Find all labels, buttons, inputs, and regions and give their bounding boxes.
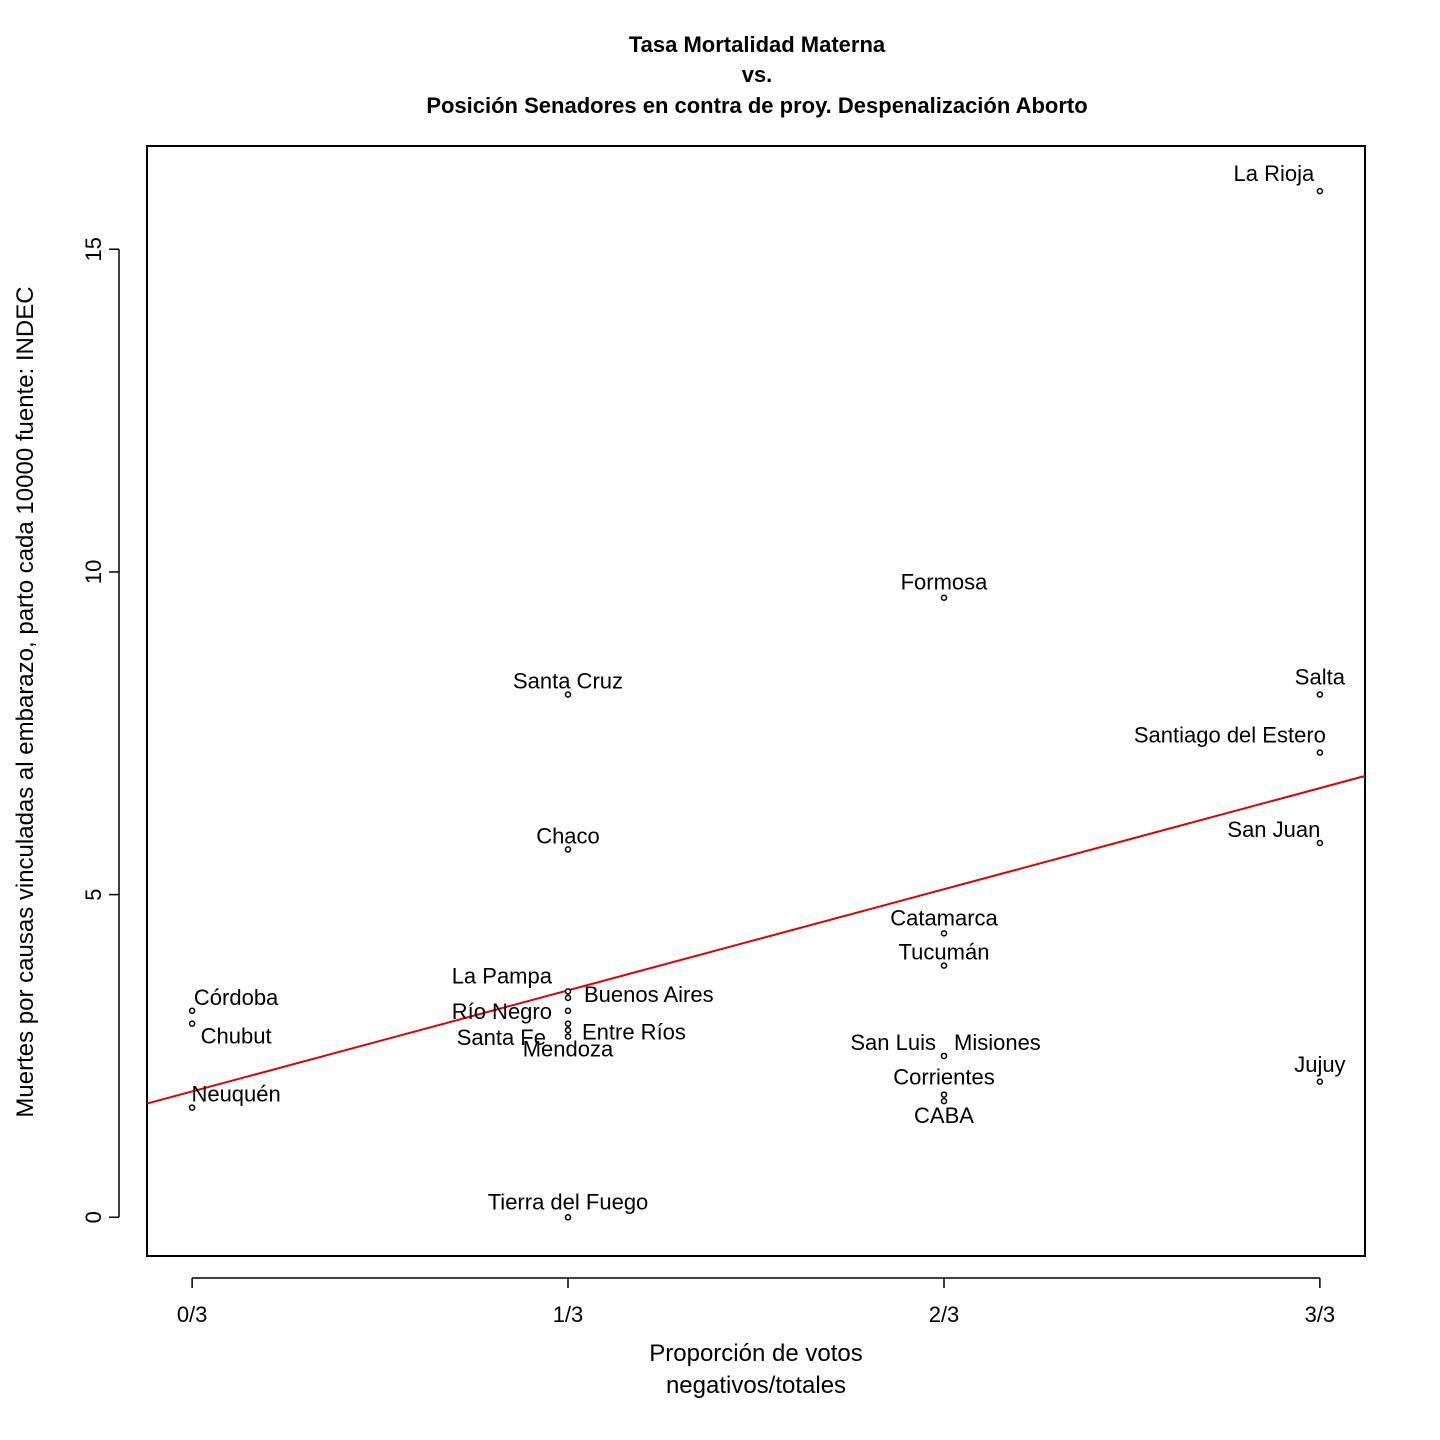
data-point [940, 1091, 948, 1098]
data-point-label: Salta [1295, 665, 1346, 690]
regression-line [146, 775, 1366, 1105]
data-point [188, 1020, 196, 1027]
data-point-label: Corrientes [893, 1065, 994, 1090]
data-point [1316, 187, 1324, 195]
data-point-label: Río Negro [452, 999, 552, 1024]
data-point-label: San Luis [850, 1030, 936, 1055]
data-point-label: Mendoza [523, 1037, 614, 1062]
x-axis: 0/3 1/3 2/3 3/3 [177, 1277, 1336, 1327]
data-points [188, 187, 1324, 1221]
data-point-label: Neuquén [191, 1082, 280, 1107]
y-tick-label: 10 [81, 560, 106, 584]
data-point-label: Misiones [954, 1030, 1041, 1055]
data-point-label: Tucumán [899, 940, 990, 965]
data-point [564, 988, 572, 995]
data-point-label: Chubut [201, 1024, 272, 1049]
x-tick-label: 1/3 [553, 1302, 584, 1327]
x-tick-label: 2/3 [929, 1302, 960, 1327]
chart-title-line-2: vs. [742, 62, 773, 87]
y-tick-label: 5 [81, 888, 106, 900]
data-point-label: CABA [914, 1103, 974, 1128]
data-point [940, 1097, 948, 1105]
data-point-label: Chaco [536, 823, 600, 848]
data-point-label: Buenos Aires [584, 982, 714, 1007]
data-point [1316, 691, 1324, 698]
chart-title-line-1: Tasa Mortalidad Materna [629, 32, 886, 57]
data-point-label: Córdoba [194, 985, 279, 1010]
chart-title-line-3: Posición Senadores en contra de proy. De… [426, 93, 1087, 118]
data-point [564, 846, 572, 853]
y-tick-label: 15 [81, 237, 106, 261]
data-point-label: Formosa [901, 570, 989, 595]
data-point [564, 1026, 572, 1034]
data-point [188, 1104, 196, 1111]
data-point-label: Santiago del Estero [1134, 723, 1326, 748]
data-point [940, 594, 948, 601]
y-tick-label: 0 [81, 1211, 106, 1223]
data-point [564, 1020, 572, 1027]
data-point-label: Santa Cruz [513, 669, 623, 694]
data-point [564, 1007, 572, 1015]
data-point [564, 691, 572, 698]
chart-title: Tasa Mortalidad Materna vs. Posición Sen… [426, 32, 1087, 118]
data-point [188, 1007, 196, 1015]
data-point [1316, 839, 1324, 847]
data-point-label: La Rioja [1234, 161, 1315, 186]
data-point-label: San Juan [1227, 817, 1320, 842]
data-point-label: Santa Fe [457, 1025, 546, 1050]
data-point-label: Tierra del Fuego [488, 1189, 649, 1214]
data-point [940, 1052, 948, 1060]
data-point [1316, 1078, 1324, 1086]
data-point [564, 994, 572, 1002]
x-tick-label: 0/3 [177, 1302, 208, 1327]
data-point-label: Entre Ríos [582, 1020, 686, 1045]
data-point [564, 1033, 572, 1040]
x-axis-label: Proporción de votos negativos/totales [649, 1340, 862, 1399]
data-point-label: La Pampa [452, 963, 553, 988]
data-point [940, 930, 948, 937]
data-point [1316, 749, 1324, 756]
data-point-label: Catamarca [890, 905, 998, 930]
x-axis-label-line-1: Proporción de votos [649, 1340, 862, 1367]
plot-frame [146, 145, 1366, 1257]
y-axis: 0 5 10 15 [81, 237, 120, 1223]
data-labels: La Rioja Salta Santiago del Estero San Juan… [191, 161, 1345, 1214]
y-axis-label: Muertes por causas vinculadas al embaraz… [12, 286, 39, 1117]
x-axis-label-line-2: negativos/totales [666, 1372, 846, 1399]
data-point-label: Jujuy [1294, 1052, 1345, 1077]
data-point [564, 1214, 572, 1221]
x-tick-label: 3/3 [1305, 1302, 1336, 1327]
data-point [940, 962, 948, 969]
